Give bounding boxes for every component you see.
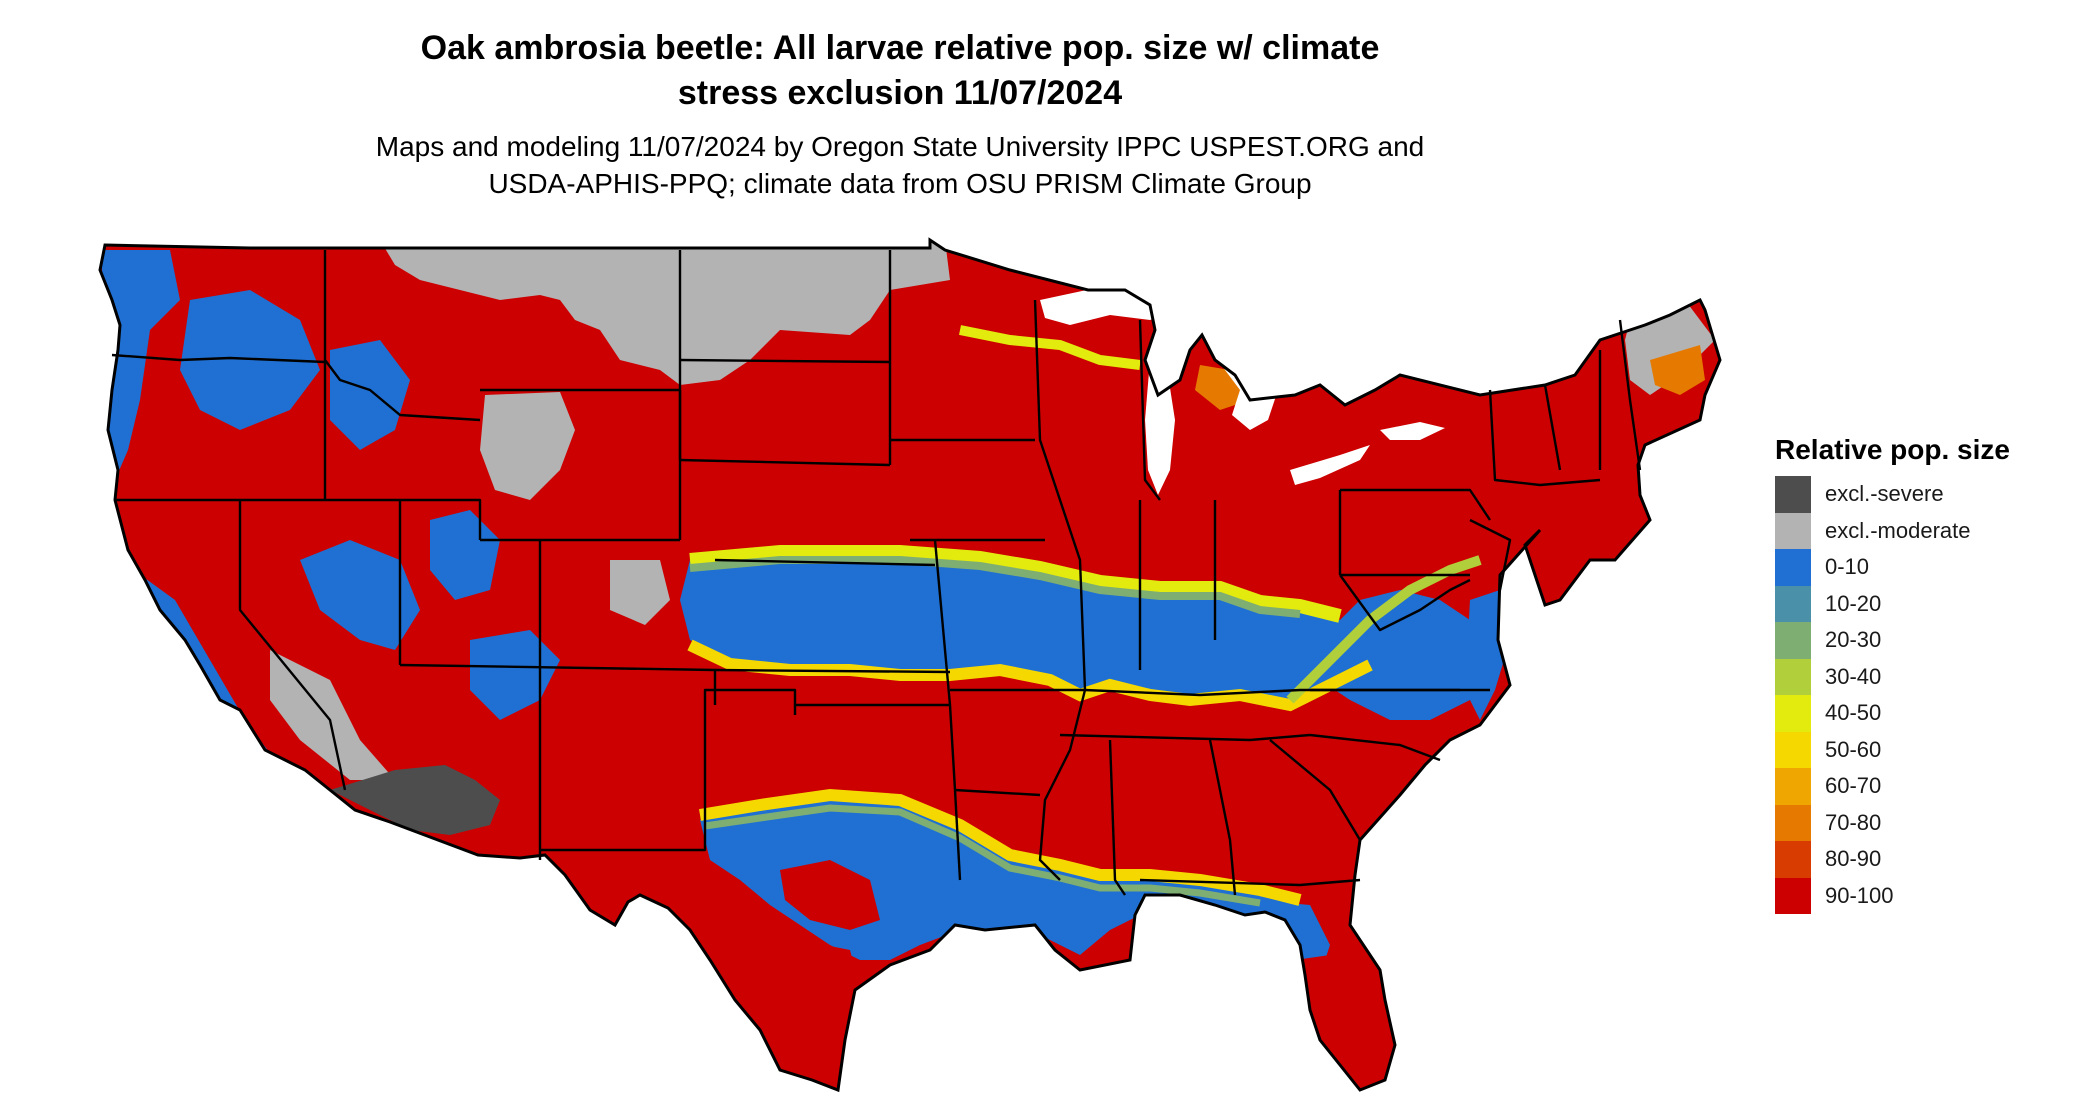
- legend-item: 70-80: [1775, 804, 2095, 841]
- region-high-south-florida: [1295, 955, 1392, 1090]
- region-exclusion-southwest: [270, 650, 395, 780]
- legend-swatch: [1775, 476, 1811, 513]
- legend-swatch: [1775, 622, 1811, 659]
- legend-label: 80-90: [1825, 846, 1882, 872]
- lake-superior: [1040, 285, 1180, 325]
- legend-item: excl.-moderate: [1775, 512, 2095, 549]
- legend-item: 60-70: [1775, 768, 2095, 805]
- boundary-al-ga: [1208, 739, 1237, 896]
- legend-label: 40-50: [1825, 700, 1882, 726]
- legend-swatch: [1775, 658, 1811, 695]
- legend-item: 40-50: [1775, 695, 2095, 732]
- lake-ontario: [1380, 422, 1445, 440]
- map-title-line-2: stress exclusion 11/07/2024: [677, 74, 1123, 112]
- legend-item: 30-40: [1775, 658, 2095, 695]
- legend-swatch: [1775, 731, 1811, 768]
- boundary-nc-sc: [1309, 733, 1441, 762]
- boundary-new-england: [1488, 319, 1642, 487]
- band-transition-central-north: [689, 545, 1342, 623]
- region-low-colorado-plateau: [470, 630, 560, 720]
- legend-items: excl.-severe excl.-moderate 0-10 10-20 20-30…: [1775, 476, 2095, 914]
- boundary-ks-ok: [714, 668, 951, 674]
- legend-swatch: [1775, 804, 1811, 841]
- boundary-tn-south: [1059, 733, 1311, 742]
- boundary-mo-west: [933, 539, 952, 706]
- legend-item: 20-30: [1775, 622, 2095, 659]
- legend-label: 30-40: [1825, 663, 1882, 689]
- legend-item: 80-90: [1775, 841, 2095, 878]
- legend-label: 20-30: [1825, 627, 1882, 653]
- legend-swatch: [1775, 512, 1811, 549]
- state-boundaries: [111, 250, 1642, 896]
- boundary-sd-ne: [679, 458, 891, 467]
- legend-label: excl.-moderate: [1825, 517, 1971, 543]
- legend-item: 90-100: [1775, 877, 2095, 914]
- boundary-wa-or: [111, 353, 326, 364]
- map-subtitle-line-2: USDA-APHIS-PPQ; climate data from OSU PR…: [488, 168, 1312, 199]
- band-yellow-appalachia: [1286, 555, 1482, 704]
- legend-label: 0-10: [1825, 554, 1870, 580]
- boundary-ar-la: [954, 788, 1041, 797]
- boundary-wi-mi: [1138, 319, 1161, 501]
- boundary-id-ut-wy: [330, 498, 482, 540]
- band-transition-great-lakes: [959, 325, 1141, 370]
- region-exclusion-north: [380, 240, 950, 385]
- map-title: Oak ambrosia beetle: All larvae relative…: [290, 26, 1510, 116]
- legend-label: 70-80: [1825, 809, 1882, 835]
- legend-swatch: [1775, 585, 1811, 622]
- region-exclusion-severe-arizona: [330, 765, 500, 835]
- great-lakes: [1040, 285, 1445, 495]
- region-low-pacific-northwest: [100, 250, 180, 480]
- region-exclusion-colorado-peaks: [610, 560, 670, 625]
- band-green-gulf: [704, 804, 1261, 907]
- region-low-idaho: [330, 340, 410, 450]
- legend-swatch: [1775, 841, 1811, 878]
- region-exclusion-idaho-wyoming: [480, 392, 575, 500]
- map-subtitle-line-1: Maps and modeling 11/07/2024 by Oregon S…: [375, 131, 1425, 162]
- legend-label: 10-20: [1825, 590, 1882, 616]
- region-low-great-basin: [300, 540, 420, 650]
- region-high-south-texas: [740, 940, 860, 1090]
- lake-erie: [1290, 445, 1370, 485]
- legend-label: excl.-severe: [1825, 481, 1944, 507]
- boundary-ms-al: [1108, 739, 1126, 896]
- boundary-la-tx: [953, 789, 962, 881]
- legend-title: Relative pop. size: [1775, 434, 2010, 465]
- legend-item: excl.-severe: [1775, 476, 2095, 513]
- legend-label: 50-60: [1825, 736, 1882, 762]
- legend-item: 0-10: [1775, 549, 2095, 586]
- legend-swatch: [1775, 877, 1811, 914]
- legend-item: 10-20: [1775, 585, 2095, 622]
- boundary-id-mt: [323, 250, 481, 422]
- band-orange-new-england: [1650, 345, 1705, 395]
- lake-michigan: [1145, 360, 1175, 495]
- band-orange-michigan: [1195, 365, 1250, 410]
- boundary-pa-ny: [1340, 488, 1491, 521]
- boundary-gulf-states: [1139, 878, 1361, 887]
- map-subtitle: Maps and modeling 11/07/2024 by Oregon S…: [290, 128, 1510, 202]
- boundary-ca-nv: [238, 500, 347, 791]
- legend-item: 50-60: [1775, 731, 2095, 768]
- legend-swatch: [1775, 695, 1811, 732]
- legend-label: 90-100: [1825, 882, 1894, 908]
- legend-swatch: [1775, 768, 1811, 805]
- boundary-ga-sc: [1269, 739, 1362, 841]
- conus-map: [98, 238, 1722, 1092]
- legend-label: 60-70: [1825, 773, 1882, 799]
- boundary-ne-ks: [714, 558, 936, 567]
- boundary-nm-tx: [540, 688, 797, 852]
- boundary-nd-sd: [679, 358, 891, 364]
- band-green-central-north: [689, 556, 1301, 618]
- region-low-utah: [430, 510, 500, 600]
- region-high-texas-central: [780, 860, 880, 930]
- map-title-line-1: Oak ambrosia beetle: All larvae relative…: [420, 29, 1380, 67]
- map-legend: Relative pop. size excl.-severe excl.-mod…: [1775, 432, 2095, 914]
- boundary-wv-va: [1339, 574, 1471, 632]
- legend-swatch: [1775, 549, 1811, 586]
